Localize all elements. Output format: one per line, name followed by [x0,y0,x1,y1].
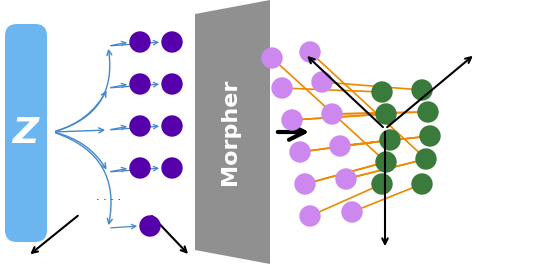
Circle shape [272,78,292,98]
Circle shape [300,42,320,62]
FancyArrowPatch shape [111,166,158,172]
FancyArrowPatch shape [111,83,126,88]
Circle shape [330,136,350,156]
Circle shape [342,202,362,222]
FancyArrowPatch shape [355,185,417,211]
Circle shape [322,104,342,124]
Text: Z: Z [13,116,39,150]
Circle shape [130,32,150,52]
Circle shape [130,74,150,94]
Circle shape [372,174,392,194]
FancyArrowPatch shape [111,82,158,88]
FancyArrowPatch shape [349,159,421,178]
FancyArrowPatch shape [349,159,421,178]
Circle shape [282,110,302,130]
FancyArrowPatch shape [295,112,381,120]
FancyArrowPatch shape [308,162,381,183]
Circle shape [140,216,160,236]
Circle shape [376,152,396,172]
FancyArrowPatch shape [111,224,136,229]
FancyArrowPatch shape [56,128,104,133]
FancyArrowPatch shape [325,82,417,92]
Circle shape [420,126,440,146]
FancyArrowPatch shape [312,54,422,156]
Circle shape [162,158,182,178]
FancyArrowPatch shape [55,92,106,131]
FancyArrowPatch shape [111,41,126,46]
Circle shape [290,142,310,162]
FancyArrowPatch shape [111,40,158,46]
FancyArrowPatch shape [56,133,106,168]
Circle shape [162,116,182,136]
FancyArrowPatch shape [111,167,126,172]
Text: Morpher: Morpher [220,79,240,185]
FancyArrowPatch shape [343,135,426,146]
Circle shape [412,174,432,194]
Circle shape [336,169,356,189]
FancyArrowPatch shape [111,125,126,130]
Circle shape [130,116,150,136]
Circle shape [312,72,332,92]
FancyArrowPatch shape [343,135,426,146]
FancyArrowPatch shape [274,60,383,159]
FancyArrowPatch shape [303,139,385,152]
Circle shape [380,130,400,150]
Circle shape [295,174,315,194]
FancyArrowPatch shape [55,50,112,131]
FancyArrowPatch shape [335,110,423,114]
Circle shape [372,82,392,102]
Circle shape [376,104,396,124]
Circle shape [416,149,436,169]
FancyArrowPatch shape [295,112,381,120]
FancyArrowPatch shape [313,186,378,215]
Circle shape [418,102,438,122]
FancyArrowPatch shape [335,110,423,114]
FancyBboxPatch shape [5,24,47,242]
Circle shape [412,80,432,100]
FancyArrowPatch shape [303,139,385,152]
Polygon shape [195,0,270,264]
Circle shape [262,48,282,68]
FancyArrowPatch shape [55,133,112,224]
FancyArrowPatch shape [308,162,381,183]
Circle shape [162,74,182,94]
FancyArrowPatch shape [111,124,158,130]
Circle shape [130,158,150,178]
FancyArrowPatch shape [285,88,377,94]
Circle shape [162,32,182,52]
Text: · · · ·: · · · · [96,195,121,205]
Circle shape [300,206,320,226]
